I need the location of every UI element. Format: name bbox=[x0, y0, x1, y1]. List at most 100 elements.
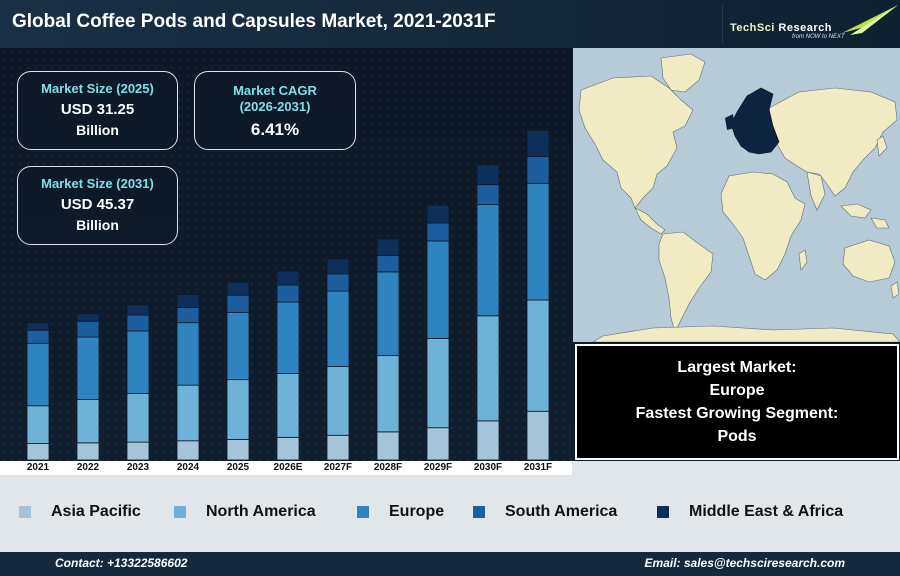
bar-2021-segment-2 bbox=[26, 342, 50, 407]
bar-2022-segment-1 bbox=[76, 399, 100, 444]
bar-2025-segment-3 bbox=[226, 294, 250, 313]
legend-swatch bbox=[19, 506, 31, 518]
largest-market-label: Largest Market: bbox=[677, 359, 797, 376]
legend-swatch bbox=[473, 506, 485, 518]
bar-2030F-segment-2 bbox=[476, 204, 500, 317]
fastest-segment-value: Pods bbox=[717, 428, 757, 445]
legend-swatch bbox=[357, 506, 369, 518]
kpi-unit: Billion bbox=[76, 217, 119, 233]
bar-2025-segment-1 bbox=[226, 379, 250, 440]
kpi-market-cagr: Market CAGR (2026-2031) 6.41% bbox=[194, 71, 356, 150]
bar-2028F-segment-3 bbox=[376, 254, 400, 273]
kpi-label: Market Size (2025) bbox=[41, 81, 154, 96]
bar-2026E-segment-1 bbox=[276, 373, 300, 438]
x-tick-label: 2023 bbox=[126, 462, 150, 473]
bar-2023-segment-4 bbox=[126, 304, 150, 316]
bar-2026E-segment-2 bbox=[276, 301, 300, 374]
bar-2027F-segment-0 bbox=[326, 434, 350, 461]
bar-2024-segment-2 bbox=[176, 322, 200, 386]
footer-bar: Contact: +13322586602 Email: sales@techs… bbox=[0, 552, 900, 576]
bar-2023-segment-1 bbox=[126, 392, 150, 443]
bar-2029F-segment-2 bbox=[426, 240, 450, 339]
bar-2029F-segment-3 bbox=[426, 222, 450, 242]
bar-2022-segment-2 bbox=[76, 336, 100, 400]
bar-2021-segment-0 bbox=[26, 443, 50, 461]
logo-tagline: from NOW to NEXT bbox=[792, 34, 845, 40]
world-map bbox=[573, 48, 900, 343]
legend-item-asia-pacific: Asia Pacific bbox=[19, 503, 141, 521]
bar-2030F-segment-3 bbox=[476, 184, 500, 205]
x-tick-label: 2031F bbox=[523, 462, 553, 473]
bar-2028F-segment-2 bbox=[376, 271, 400, 357]
x-tick-label: 2021 bbox=[26, 462, 50, 473]
legend-item-north-america: North America bbox=[174, 503, 316, 521]
kpi-value: 6.41% bbox=[250, 120, 300, 139]
bar-2025-segment-0 bbox=[226, 438, 250, 461]
techsci-logo: TechSci Research from NOW to NEXT bbox=[722, 3, 898, 45]
bar-2024-segment-1 bbox=[176, 384, 200, 442]
chart-panel: Market Size (2025) USD 31.25 Billion Mar… bbox=[0, 48, 572, 461]
legend-item-europe: Europe bbox=[357, 503, 444, 521]
bar-2031F-segment-0 bbox=[526, 410, 550, 461]
bar-2028F-segment-1 bbox=[376, 355, 400, 433]
stacked-bar-chart bbox=[26, 130, 550, 461]
contact-phone: Contact: +13322586602 bbox=[55, 556, 188, 570]
bar-2030F-segment-0 bbox=[476, 420, 500, 461]
bar-2021-segment-3 bbox=[26, 329, 50, 344]
bar-2022-segment-4 bbox=[76, 313, 100, 322]
bar-2023-segment-3 bbox=[126, 314, 150, 332]
bar-2029F-segment-1 bbox=[426, 338, 450, 429]
bar-2025-segment-4 bbox=[226, 281, 250, 296]
x-tick-label: 2022 bbox=[76, 462, 100, 473]
page-title: Global Coffee Pods and Capsules Market, … bbox=[12, 11, 496, 32]
kpi-value: USD 31.25 bbox=[60, 101, 135, 118]
legend-label: South America bbox=[505, 503, 618, 520]
bar-2028F-segment-4 bbox=[376, 238, 400, 256]
legend-swatch bbox=[657, 506, 669, 518]
bar-2021-segment-4 bbox=[26, 322, 50, 331]
kpi-unit: Billion bbox=[76, 122, 119, 138]
contact-email: Email: sales@techsciresearch.com bbox=[644, 556, 845, 570]
legend-label: Middle East & Africa bbox=[689, 503, 844, 520]
legend-item-middle-east-africa: Middle East & Africa bbox=[657, 503, 843, 521]
x-tick-label: 2029F bbox=[423, 462, 453, 473]
bar-2027F-segment-4 bbox=[326, 258, 350, 275]
kpi-label: Market CAGR bbox=[233, 83, 317, 98]
bar-2023-segment-0 bbox=[126, 441, 150, 461]
kpi-label-period: (2026-2031) bbox=[239, 99, 311, 114]
kpi-label: Market Size (2031) bbox=[41, 176, 154, 191]
bar-2031F-segment-3 bbox=[526, 156, 550, 184]
bar-2026E-segment-0 bbox=[276, 436, 300, 461]
logo-wordmark: TechSci Research bbox=[730, 22, 832, 34]
bar-2027F-segment-3 bbox=[326, 273, 350, 292]
x-tick-label: 2028F bbox=[373, 462, 403, 473]
kpi-market-size-2025: Market Size (2025) USD 31.25 Billion bbox=[17, 71, 178, 150]
chart-legend: Asia Pacific North America Europe South … bbox=[0, 461, 900, 552]
bar-2027F-segment-1 bbox=[326, 366, 350, 436]
x-tick-label: 2027F bbox=[323, 462, 353, 473]
bar-2030F-segment-1 bbox=[476, 315, 500, 422]
bar-2025-segment-2 bbox=[226, 311, 250, 381]
bar-2022-segment-3 bbox=[76, 320, 100, 338]
bar-2029F-segment-0 bbox=[426, 427, 450, 461]
bar-2031F-segment-1 bbox=[526, 299, 550, 412]
x-tick-label: 2025 bbox=[226, 462, 250, 473]
legend-label: Asia Pacific bbox=[51, 503, 141, 520]
x-tick-label: 2026E bbox=[273, 462, 303, 473]
bar-2028F-segment-0 bbox=[376, 431, 400, 461]
largest-market-value: Europe bbox=[709, 382, 765, 399]
bar-2031F-segment-2 bbox=[526, 182, 550, 301]
bar-2027F-segment-2 bbox=[326, 290, 350, 368]
x-tick-label: 2024 bbox=[176, 462, 200, 473]
bar-2023-segment-2 bbox=[126, 330, 150, 394]
legend-label: Europe bbox=[389, 503, 445, 520]
legend-label: North America bbox=[206, 503, 316, 520]
bar-2021-segment-1 bbox=[26, 405, 50, 444]
legend-swatch bbox=[174, 506, 186, 518]
bar-2024-segment-3 bbox=[176, 307, 200, 324]
x-axis-labels: 2021 2022 2023 2024 2025 2026E 2027F 2028F 2029F… bbox=[0, 461, 572, 475]
kpi-market-size-2031: Market Size (2031) USD 45.37 Billion bbox=[17, 166, 178, 245]
bar-2029F-segment-4 bbox=[426, 204, 450, 224]
bar-2022-segment-0 bbox=[76, 442, 100, 461]
info-box: Largest Market: Europe Fastest Growing S… bbox=[575, 344, 899, 460]
